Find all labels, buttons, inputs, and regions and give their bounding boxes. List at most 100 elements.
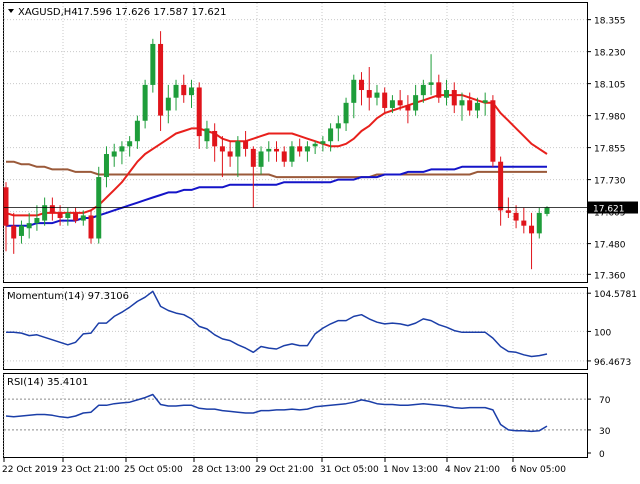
- x-tick-label: 6 Nov 05:00: [511, 465, 566, 475]
- current-price-label: 17.621: [593, 205, 625, 215]
- candle-body: [73, 212, 79, 221]
- candle-body: [111, 151, 117, 157]
- candle-body: [436, 82, 442, 98]
- candle-body: [397, 100, 403, 106]
- candle-body: [88, 215, 94, 239]
- y-tick-label: 17.730: [594, 177, 626, 187]
- candle-body: [142, 84, 148, 121]
- candle-body: [343, 102, 349, 124]
- candle-body: [281, 151, 287, 162]
- candle-body: [351, 79, 357, 103]
- candle-body: [389, 100, 395, 108]
- rsi-line: [5, 393, 548, 433]
- candle-body: [11, 225, 17, 239]
- candle-body: [250, 148, 256, 167]
- ohlc-label: 17.596 17.626 17.587 17.621: [77, 7, 227, 18]
- candle-body: [413, 95, 419, 111]
- momentum-title: Momentum(14) 97.3106: [7, 291, 129, 302]
- candle-body: [312, 143, 318, 147]
- candle-body: [459, 100, 465, 106]
- candle-body: [444, 90, 450, 98]
- collapse-triangle-icon[interactable]: [8, 9, 14, 13]
- candle-body: [490, 100, 496, 162]
- candle-body: [536, 212, 542, 234]
- candle-body: [134, 120, 140, 142]
- x-tick-label: 31 Oct 05:00: [320, 465, 379, 475]
- y-tick-label: 104.5781: [594, 290, 637, 300]
- candle-body: [544, 207, 550, 214]
- candle-body: [219, 146, 225, 152]
- y-tick-label: 17.980: [594, 113, 626, 123]
- candle-body: [235, 141, 241, 157]
- candle-body: [34, 218, 40, 224]
- main-pane-frame: [3, 2, 588, 283]
- candle-body: [158, 43, 164, 116]
- x-tick-label: 28 Oct 13:00: [192, 465, 251, 475]
- candle-body: [119, 146, 125, 152]
- candle-body: [42, 205, 48, 221]
- x-tick-label: 4 Nov 21:00: [445, 465, 500, 475]
- y-tick-label: 18.230: [594, 49, 626, 59]
- candle-body: [103, 154, 109, 178]
- candle-body: [505, 210, 511, 213]
- y-tick-label: 100: [594, 328, 611, 338]
- candle-body: [420, 84, 426, 96]
- candle-body: [467, 100, 473, 111]
- momentum-line: [6, 290, 548, 358]
- candle-body: [428, 82, 434, 85]
- y-tick-label: 0: [599, 450, 605, 460]
- candle-body: [382, 92, 388, 108]
- candle-body: [227, 151, 233, 157]
- candle-body: [243, 141, 249, 149]
- rsi-title: RSI(14) 35.4101: [7, 377, 88, 388]
- y-tick-label: 18.355: [594, 17, 626, 27]
- candle-body: [181, 84, 187, 96]
- ma-brown-line: [6, 160, 547, 179]
- x-tick-label: 22 Oct 2019: [2, 465, 58, 475]
- candle-body: [320, 141, 326, 144]
- candle-body: [258, 151, 264, 167]
- x-tick-label: 23 Oct 21:00: [61, 465, 120, 475]
- y-tick-label: 17.360: [594, 271, 626, 281]
- candle-body: [498, 161, 504, 211]
- candle-body: [405, 105, 411, 111]
- candle-body: [328, 128, 334, 142]
- candle-body: [26, 223, 32, 229]
- candle-body: [513, 212, 519, 221]
- x-tick-label: 1 Nov 13:00: [383, 465, 438, 475]
- candle-body: [374, 92, 380, 98]
- ma-blue-line: [6, 165, 547, 227]
- momentum-pane-frame: [3, 287, 588, 370]
- y-tick-label: 17.605: [594, 209, 626, 219]
- candle-body: [3, 187, 9, 226]
- candle-body: [150, 43, 156, 85]
- candle-body: [474, 102, 480, 111]
- candle-body: [359, 79, 365, 91]
- x-tick-label: 25 Oct 05:00: [124, 465, 183, 475]
- candle-body: [529, 225, 535, 234]
- y-tick-label: 30: [599, 427, 611, 437]
- y-tick-label: 70: [599, 396, 611, 406]
- candle-body: [212, 130, 218, 147]
- candle-body: [80, 215, 86, 221]
- candle-body: [65, 212, 71, 219]
- candle-body: [335, 123, 341, 129]
- ma-red-line: [5, 94, 548, 217]
- candle-body: [266, 148, 272, 152]
- candle-body: [451, 90, 457, 106]
- candle-body: [165, 97, 171, 111]
- candle-body: [204, 128, 210, 142]
- y-tick-label: 17.480: [594, 241, 626, 251]
- candle-body: [18, 225, 24, 236]
- candle-body: [304, 146, 310, 152]
- candle-body: [482, 100, 488, 103]
- candle-body: [289, 146, 295, 162]
- candle-body: [366, 90, 372, 98]
- candle-body: [521, 220, 527, 226]
- candle-body: [49, 205, 55, 213]
- y-tick-label: 18.105: [594, 81, 626, 91]
- candle-body: [297, 146, 303, 152]
- y-tick-label: 17.855: [594, 145, 626, 155]
